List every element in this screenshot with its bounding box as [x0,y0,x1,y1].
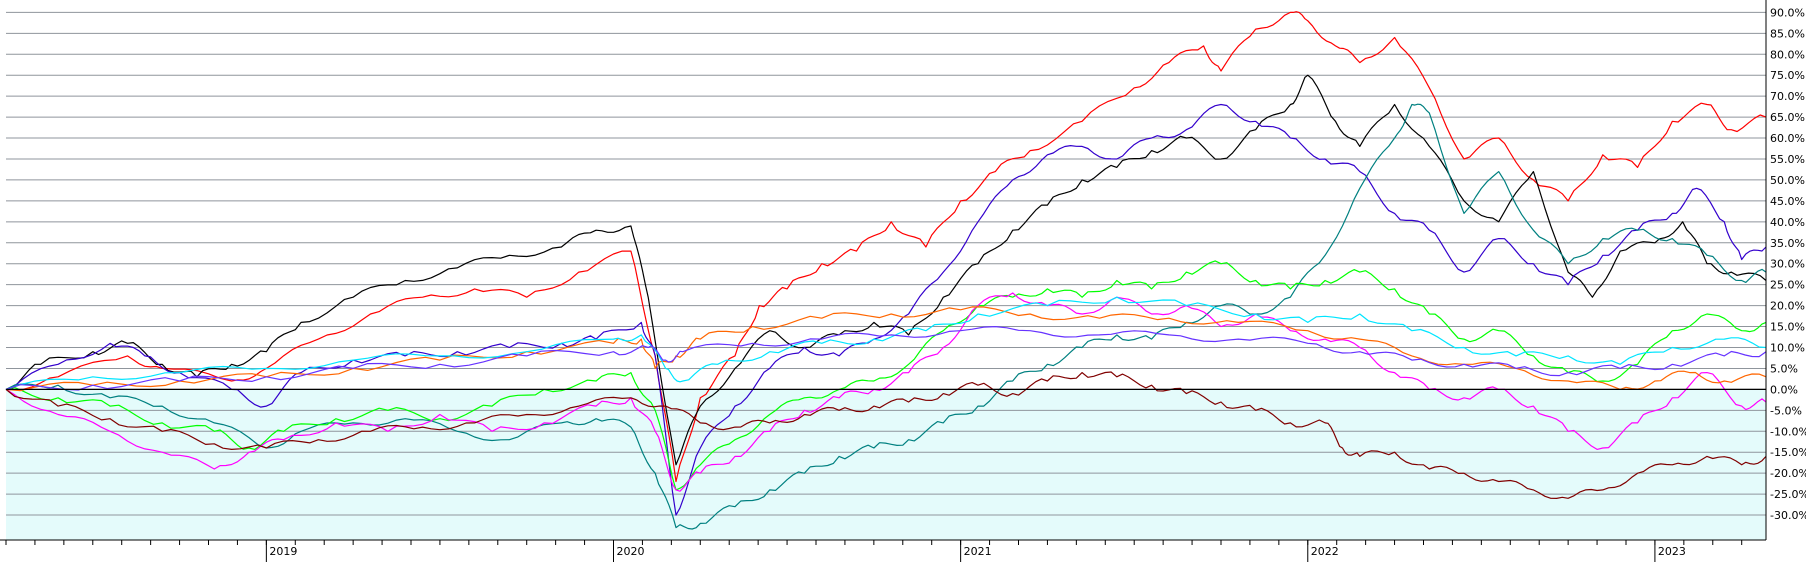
series-line [5,371,1767,499]
series-lines [5,11,1767,530]
y-tick-label: 20.0% [1770,300,1805,313]
y-tick-label: 30.0% [1770,258,1805,271]
series-line [5,11,1767,483]
y-tick-label: 0.0% [1770,383,1798,396]
y-tick-label: -5.0% [1770,404,1802,417]
x-tick-label: 2023 [1658,545,1686,558]
y-tick-label: -20.0% [1770,467,1806,480]
y-tick-label: 60.0% [1770,132,1805,145]
series-line [5,74,1767,466]
y-tick-label: 10.0% [1770,341,1805,354]
series-line [5,103,1767,516]
y-tick-label: -30.0% [1770,509,1806,522]
y-tick-label: 50.0% [1770,174,1805,187]
series-line [5,103,1767,530]
series-line [5,296,1767,390]
x-tick-label: 2019 [269,545,297,558]
y-tick-label: 45.0% [1770,195,1805,208]
y-tick-label: 55.0% [1770,153,1805,166]
y-tick-label: 70.0% [1770,90,1805,103]
y-axis-tick-labels: 90.0% 85.0% 80.0% 75.0% 70.0% 65.0% 60.0% 55.0%… [1770,6,1806,522]
y-tick-label: 75.0% [1770,69,1805,82]
axes [0,0,1767,562]
x-tick-label: 2021 [964,545,992,558]
x-axis-tick-labels: 2019 2020 2021 2022 2023 [269,545,1686,558]
negative-region-shading [6,389,1766,540]
y-tick-label: 90.0% [1770,6,1805,19]
series-line [5,260,1767,491]
y-tick-label: 5.0% [1770,362,1798,375]
x-tick-label: 2022 [1311,545,1339,558]
y-tick-label: 65.0% [1770,111,1805,124]
y-tick-label: 80.0% [1770,48,1805,61]
y-tick-label: -10.0% [1770,425,1806,438]
x-tick-label: 2020 [616,545,644,558]
y-tick-label: -15.0% [1770,446,1806,459]
y-tick-label: -25.0% [1770,488,1806,501]
y-tick-label: 85.0% [1770,27,1805,40]
y-tick-label: 25.0% [1770,279,1805,292]
y-tick-label: 40.0% [1770,216,1805,229]
series-line [5,326,1767,391]
y-tick-label: 35.0% [1770,237,1805,250]
series-line [5,306,1767,392]
y-tick-label: 15.0% [1770,321,1805,334]
